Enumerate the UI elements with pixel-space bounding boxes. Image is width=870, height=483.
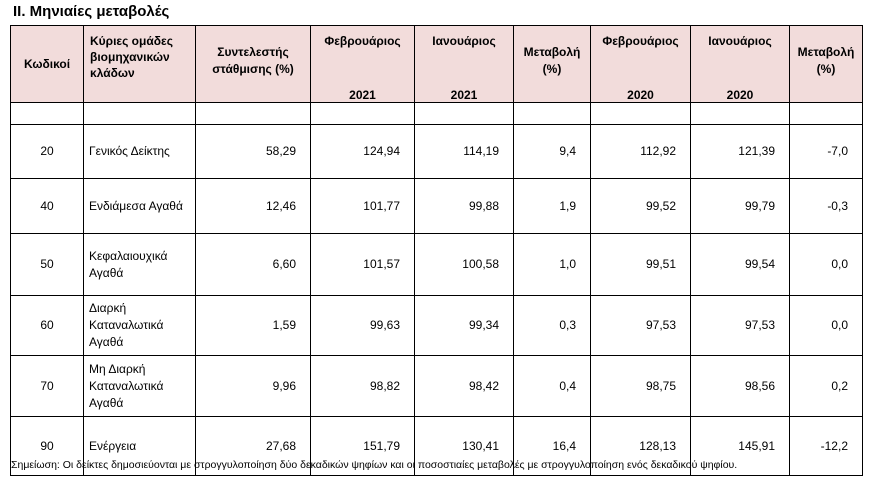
table-row: 90 Ενέργεια 27,68 151,79 130,41 16,4 128…	[10, 416, 863, 476]
cell-change-2020: -0,3	[789, 178, 863, 234]
cell-feb-2020: 112,92	[590, 124, 691, 179]
cell-group: Γενικός Δείκτης	[83, 124, 196, 179]
header-weight-line: στάθμισης (%)	[212, 62, 294, 76]
cell-jan-2021: 99,88	[414, 178, 514, 234]
header-feb-2020: Φεβρουάριος 2020	[590, 25, 691, 103]
table-row: 50 Κεφαλαιουχικά Αγαθά 6,60 101,57 100,5…	[10, 233, 863, 296]
cell-feb-2021: 101,57	[310, 233, 415, 296]
cell-jan-2021: 98,42	[414, 355, 514, 417]
cell-jan-2020: 99,79	[690, 178, 790, 234]
cell-code: 20	[10, 124, 84, 179]
header-month: Ιανουάριος	[432, 34, 496, 48]
cell-group: Ενέργεια	[83, 416, 196, 476]
header-year: 2021	[450, 88, 478, 102]
header-change-line: Μεταβολή	[797, 45, 855, 59]
header-change-line: Μεταβολή	[523, 45, 581, 59]
header-weight: Συντελεστής στάθμισης (%)	[195, 25, 311, 103]
cell-code: 50	[10, 233, 84, 296]
cell-change-2020: 0,2	[789, 355, 863, 417]
cell-jan-2020: 145,91	[690, 416, 790, 476]
cell-jan-2021: 99,34	[414, 295, 514, 356]
table-row: 20 Γενικός Δείκτης 58,29 124,94 114,19 9…	[10, 124, 863, 179]
header-change-2020: Μεταβολή (%)	[789, 25, 863, 103]
cell-jan-2021: 100,58	[414, 233, 514, 296]
cell-group: Διαρκή Καταναλωτικά Αγαθά	[83, 295, 196, 356]
header-group-line: Κύριες ομάδες	[90, 34, 173, 48]
cell-change-2020: 0,0	[789, 295, 863, 356]
cell-code: 90	[10, 416, 84, 476]
cell-change-2021: 9,4	[513, 124, 591, 179]
cell-weight: 12,46	[195, 178, 311, 234]
cell-code: 40	[10, 178, 84, 234]
monthly-changes-table: Κωδικοί Κύριες ομάδες βιομηχανικών κλάδω…	[10, 25, 863, 476]
table-row: 60 Διαρκή Καταναλωτικά Αγαθά 1,59 99,63 …	[10, 295, 863, 356]
cell-feb-2020: 98,75	[590, 355, 691, 417]
cell-feb-2021: 99,63	[310, 295, 415, 356]
header-year: 2021	[349, 88, 376, 102]
cell-change-2021: 1,0	[513, 233, 591, 296]
cell-jan-2020: 97,53	[690, 295, 790, 356]
header-month: Ιανουάριος	[708, 34, 772, 48]
header-change-line: (%)	[816, 62, 836, 76]
cell-jan-2020: 121,39	[690, 124, 790, 179]
cell-feb-2021: 101,77	[310, 178, 415, 234]
cell-weight: 6,60	[195, 233, 311, 296]
table-row: 70 Μη Διαρκή Καταναλωτικά Αγαθά 9,96 98,…	[10, 355, 863, 417]
header-month: Φεβρουάριος	[324, 34, 401, 48]
header-year: 2020	[726, 88, 754, 102]
footnote: Σημείωση: Οι δείκτες δημοσιεύονται με στ…	[11, 459, 738, 471]
table-row: 40 Ενδιάμεσα Αγαθά 12,46 101,77 99,88 1,…	[10, 178, 863, 234]
header-change-line: (%)	[542, 62, 562, 76]
header-month: Φεβρουάριος	[602, 34, 679, 48]
cell-weight: 1,59	[195, 295, 311, 356]
cell-change-2020: -12,2	[789, 416, 863, 476]
header-group: Κύριες ομάδες βιομηχανικών κλάδων	[83, 25, 196, 103]
header-feb-2021: Φεβρουάριος 2021	[310, 25, 415, 103]
cell-code: 60	[10, 295, 84, 356]
cell-jan-2020: 99,54	[690, 233, 790, 296]
cell-code: 70	[10, 355, 84, 417]
cell-weight: 58,29	[195, 124, 311, 179]
header-change-2021: Μεταβολή (%)	[513, 25, 591, 103]
cell-feb-2020: 128,13	[590, 416, 691, 476]
header-group-line: βιομηχανικών	[90, 50, 170, 64]
header-weight-line: Συντελεστής	[217, 45, 289, 59]
spacer-row	[10, 102, 863, 125]
cell-change-2021: 1,9	[513, 178, 591, 234]
cell-group: Ενδιάμεσα Αγαθά	[83, 178, 196, 234]
header-jan-2021: Ιανουάριος 2021	[414, 25, 514, 103]
page-title: II. Μηνιαίες μεταβολές	[13, 3, 170, 20]
cell-feb-2020: 97,53	[590, 295, 691, 356]
cell-weight: 9,96	[195, 355, 311, 417]
cell-group: Κεφαλαιουχικά Αγαθά	[83, 233, 196, 296]
cell-feb-2021: 124,94	[310, 124, 415, 179]
cell-feb-2020: 99,52	[590, 178, 691, 234]
header-jan-2020: Ιανουάριος 2020	[690, 25, 790, 103]
cell-change-2020: 0,0	[789, 233, 863, 296]
header-row: Κωδικοί Κύριες ομάδες βιομηχανικών κλάδω…	[10, 25, 863, 103]
cell-feb-2021: 151,79	[310, 416, 415, 476]
cell-change-2021: 0,4	[513, 355, 591, 417]
cell-feb-2020: 99,51	[590, 233, 691, 296]
header-code: Κωδικοί	[10, 25, 84, 103]
cell-change-2021: 0,3	[513, 295, 591, 356]
header-year: 2020	[627, 88, 654, 102]
cell-group: Μη Διαρκή Καταναλωτικά Αγαθά	[83, 355, 196, 417]
cell-jan-2021: 114,19	[414, 124, 514, 179]
cell-jan-2020: 98,56	[690, 355, 790, 417]
cell-change-2020: -7,0	[789, 124, 863, 179]
header-group-line: κλάδων	[90, 66, 135, 80]
cell-feb-2021: 98,82	[310, 355, 415, 417]
